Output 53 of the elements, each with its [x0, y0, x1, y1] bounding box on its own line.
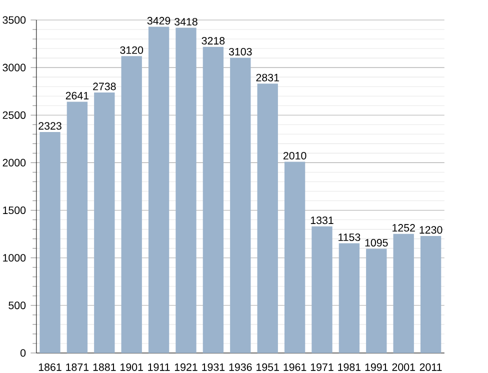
data-label: 1095 [365, 238, 388, 247]
y-tick-label: 1500 [3, 206, 26, 214]
x-tick-label: 1911 [148, 363, 170, 371]
data-label: 3120 [120, 46, 144, 54]
x-tick-label: 1931 [202, 363, 225, 371]
bar [202, 46, 224, 353]
x-tick-label: 1936 [229, 363, 252, 371]
data-label: 1331 [310, 216, 334, 224]
x-tick-label: 1901 [120, 363, 143, 371]
data-label: 3103 [228, 48, 252, 56]
data-label: 1230 [420, 226, 442, 234]
bar [420, 236, 442, 353]
data-label: 2738 [93, 82, 116, 90]
data-label: 3218 [202, 37, 225, 45]
bar [338, 243, 360, 353]
bar [312, 226, 332, 353]
x-tick-label: 2011 [420, 363, 442, 371]
data-label: 2641 [66, 92, 89, 100]
x-tick-label: 1991 [365, 363, 388, 371]
bar [40, 132, 60, 353]
x-tick-label: 1921 [174, 363, 198, 371]
x-tick-label: 1871 [66, 363, 89, 371]
x-tick-label: 1881 [93, 363, 116, 371]
bar [94, 92, 115, 353]
data-label: 1252 [392, 224, 415, 232]
x-tick-label: 1961 [284, 363, 306, 371]
y-tick-label: 3000 [2, 64, 26, 72]
data-label: 1153 [338, 233, 360, 242]
data-label: 2323 [38, 122, 62, 130]
x-tick-label: 1951 [256, 363, 279, 371]
y-tick-label: 0 [20, 349, 26, 357]
bar [284, 162, 306, 353]
data-label: 2010 [283, 152, 306, 160]
data-label: 2831 [256, 74, 279, 82]
x-tick-label: 1981 [338, 363, 361, 371]
bar [66, 102, 88, 353]
bar [257, 84, 278, 353]
x-tick-label: 1861 [38, 363, 62, 371]
bar [121, 56, 142, 353]
bar [176, 28, 196, 353]
y-tick-label: 2500 [2, 111, 26, 119]
bar [366, 248, 387, 353]
y-tick-label: 1000 [3, 254, 26, 262]
y-tick-label: 3500 [2, 16, 26, 24]
bar [230, 58, 251, 353]
bar [148, 26, 170, 353]
bar [393, 234, 414, 353]
data-label: 3429 [147, 16, 170, 24]
y-tick-label: 500 [8, 302, 26, 310]
data-label: 3418 [174, 18, 198, 26]
y-tick-label: 2000 [2, 158, 26, 166]
x-tick-label: 1971 [310, 363, 334, 371]
x-tick-label: 2001 [392, 363, 415, 371]
